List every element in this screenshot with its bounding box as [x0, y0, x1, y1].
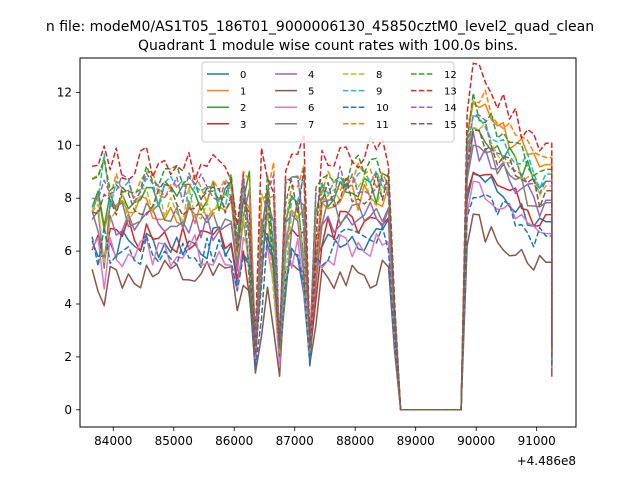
y-axis: 0 2 4 6 8 10 12 — [57, 85, 80, 417]
series-line-9 — [91, 114, 553, 411]
x-tick-label: 87000 — [276, 434, 314, 448]
legend-label: 11 — [376, 120, 389, 131]
x-tick-label: 88000 — [336, 434, 374, 448]
series-line-0 — [91, 171, 553, 411]
y-tick-label: 10 — [57, 138, 72, 152]
legend-label: 9 — [376, 87, 382, 98]
x-tick-label: 90000 — [457, 434, 495, 448]
x-tick-label: 85000 — [155, 434, 193, 448]
x-tick-label: 91000 — [518, 434, 556, 448]
legend-label: 12 — [444, 70, 457, 81]
y-tick-label: 2 — [64, 350, 72, 364]
series-line-3 — [91, 172, 553, 411]
series-line-14 — [92, 114, 553, 411]
series-layer — [91, 62, 553, 411]
legend-box — [201, 61, 455, 143]
legend-label: 0 — [240, 70, 246, 81]
series-line-10 — [91, 193, 553, 411]
series-line-12 — [91, 92, 553, 411]
series-line-11 — [91, 89, 553, 411]
chart-title: Quadrant 1 module wise count rates with … — [138, 38, 518, 54]
x-tick-label: 89000 — [397, 434, 435, 448]
y-tick-label: 6 — [64, 244, 72, 258]
plot-frame — [79, 57, 577, 428]
x-axis: 84000 85000 86000 87000 88000 89000 90000 91000 — [94, 427, 556, 448]
legend-label: 5 — [308, 87, 314, 98]
series-line-5 — [91, 213, 553, 411]
series-line-15 — [91, 129, 553, 411]
series-line-13 — [91, 62, 553, 411]
legend-label: 10 — [376, 103, 389, 114]
figure-suptitle: n file: modeM0/AS1T05_186T01_9000006130_… — [46, 19, 594, 35]
legend-label: 7 — [308, 120, 314, 131]
legend-label: 8 — [376, 70, 382, 81]
legend-label: 3 — [240, 120, 246, 131]
series-line-6 — [91, 180, 553, 411]
series-line-4 — [91, 131, 553, 411]
series-line-1 — [91, 102, 553, 411]
y-tick-label: 12 — [57, 85, 72, 99]
legend-label: 13 — [444, 87, 457, 98]
series-line-8 — [91, 123, 553, 411]
legend-label: 1 — [240, 87, 246, 98]
y-tick-label: 0 — [64, 403, 72, 417]
legend-label: 4 — [308, 70, 314, 81]
x-tick-label: 84000 — [94, 434, 132, 448]
legend-label: 2 — [240, 103, 246, 114]
legend-label: 15 — [444, 120, 457, 131]
x-axis-offset-label: +4.486e8 — [517, 454, 576, 468]
y-tick-label: 4 — [64, 297, 72, 311]
series-line-7 — [91, 144, 553, 411]
legend-label: 14 — [444, 103, 457, 114]
x-tick-label: 86000 — [215, 434, 253, 448]
legend-label: 6 — [308, 103, 314, 114]
y-tick-label: 8 — [64, 191, 72, 205]
